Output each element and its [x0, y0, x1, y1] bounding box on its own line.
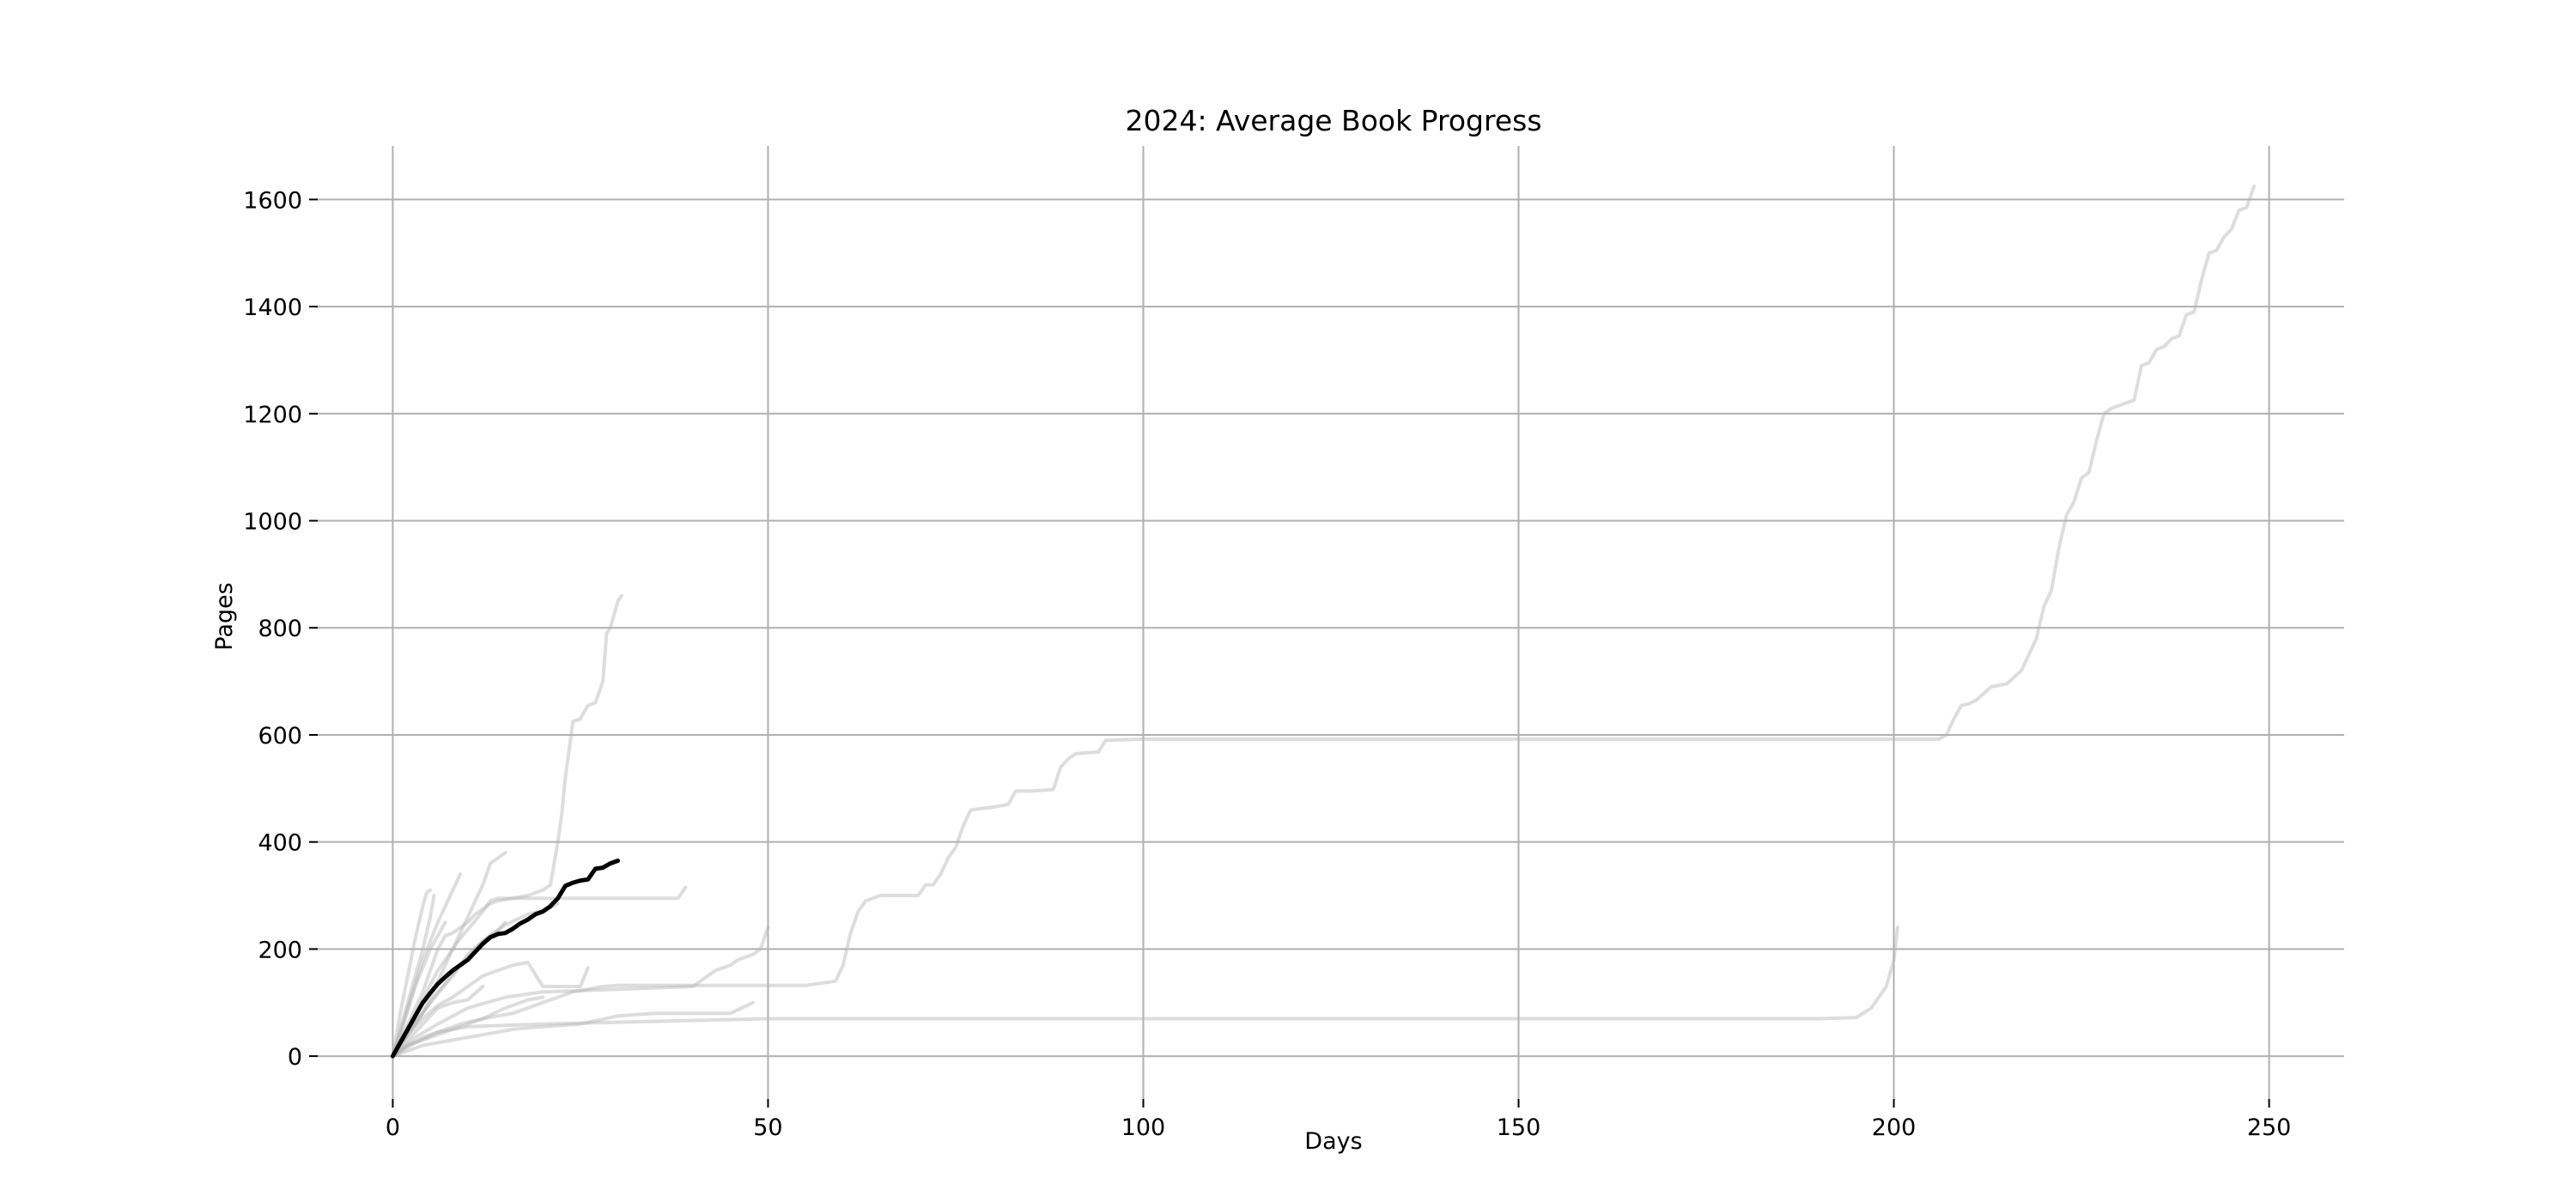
- x-tick-label: 50: [753, 1114, 782, 1141]
- y-tick-label: 400: [258, 830, 302, 857]
- y-tick-label: 1600: [243, 187, 302, 214]
- book-line-12: [391, 985, 485, 1059]
- x-tick-label: 200: [1872, 1114, 1917, 1141]
- book-line-16: [391, 920, 447, 1059]
- y-tick-label: 1000: [243, 509, 302, 536]
- book-line-10: [391, 926, 1899, 1059]
- book-line-7: [391, 961, 590, 1059]
- book-line-8: [391, 926, 770, 1059]
- axis-ticks: [309, 198, 2270, 1108]
- book-progress-lines: [391, 184, 2257, 1059]
- grid-lines: [318, 146, 2344, 1099]
- y-tick-label: 200: [258, 937, 302, 963]
- x-tick-label: 150: [1497, 1114, 1541, 1141]
- book-line-6: [391, 885, 688, 1059]
- book-line-9: [391, 184, 2257, 1059]
- book-line-15: [391, 1000, 755, 1059]
- book-line-3: [391, 894, 436, 1059]
- y-tick-label: 0: [288, 1044, 302, 1071]
- book-line-4: [391, 872, 463, 1059]
- y-tick-label: 1200: [243, 402, 302, 428]
- y-tick-label: 1400: [243, 294, 302, 321]
- x-tick-label: 0: [386, 1114, 400, 1141]
- y-axis-label: Pages: [211, 582, 238, 650]
- book-line-2: [391, 888, 433, 1059]
- y-tick-label: 600: [258, 723, 302, 750]
- average-line: [390, 859, 621, 1059]
- average-progress-line: [390, 859, 621, 1059]
- axis-tick-labels: 0 50 100 150 200 250 0 200 400 600 800 1000 1200 1400…: [243, 187, 2291, 1141]
- x-tick-label: 100: [1121, 1114, 1166, 1141]
- x-axis-label: Days: [1304, 1128, 1362, 1155]
- x-tick-label: 250: [2247, 1114, 2292, 1141]
- chart-title: 2024: Average Book Progress: [1125, 104, 1541, 137]
- book-line-1: [391, 593, 623, 1059]
- book-line-5: [391, 851, 507, 1059]
- y-tick-label: 800: [258, 616, 302, 642]
- book-line-13: [391, 995, 545, 1059]
